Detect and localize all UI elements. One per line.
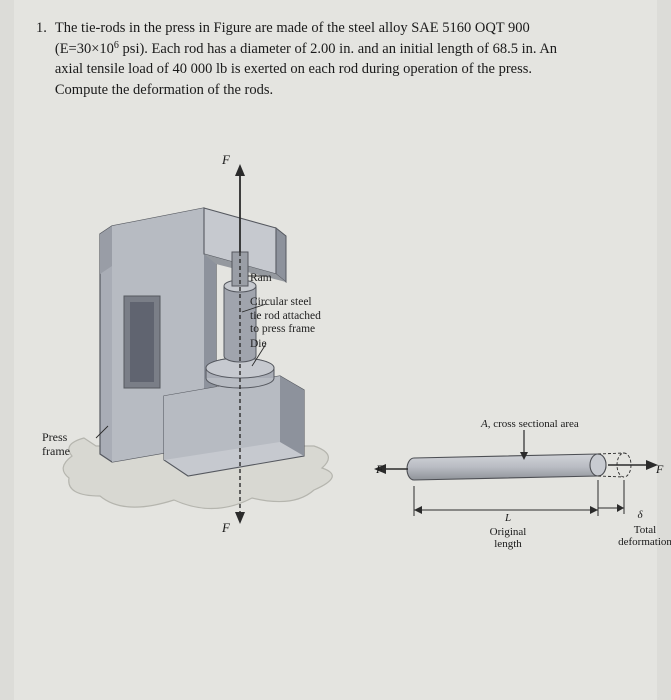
press-illustration xyxy=(54,156,354,556)
rod-force-right: F xyxy=(656,462,663,477)
callout-ram: Ram xyxy=(250,272,272,285)
line1: The tie-rods in the press in Figure are … xyxy=(55,20,530,36)
dim-total-1: Total xyxy=(634,524,656,536)
dim-L-symbol: L xyxy=(478,512,538,524)
figure-area: F F xyxy=(36,156,633,646)
line3: axial tensile load of 40 000 lb is exert… xyxy=(55,61,532,77)
line2a: (E=30×10 xyxy=(55,41,114,57)
problem-text: The tie-rods in the press in Figure are … xyxy=(55,18,633,100)
dim-orig-1: Original xyxy=(490,526,527,538)
press-frame-label-1: Press xyxy=(42,430,67,444)
callout-rod-3: to press frame xyxy=(250,323,315,335)
problem-statement: 1. The tie-rods in the press in Figure a… xyxy=(36,18,633,100)
callout-rod-2: tie rod attached xyxy=(250,310,321,322)
press-frame-label: Press frame xyxy=(42,431,70,457)
dim-total-2: deformation xyxy=(618,536,671,548)
problem-number: 1. xyxy=(36,18,47,100)
callout-die: Die xyxy=(250,338,267,351)
line4: Compute the deformation of the rods. xyxy=(55,82,273,98)
dim-delta-symbol: δ xyxy=(630,509,650,521)
line2b: psi). Each rod has a diameter of 2.00 in… xyxy=(119,41,557,57)
dim-orig-2: length xyxy=(494,538,522,550)
press-frame-label-2: frame xyxy=(42,444,70,458)
page: 1. The tie-rods in the press in Figure a… xyxy=(14,0,657,700)
callout-rod: Circular steel tie rod attached to press… xyxy=(250,296,321,336)
dim-total-deformation: Total deformation xyxy=(616,524,671,548)
line2exp: 6 xyxy=(114,40,119,51)
callout-rod-1: Circular steel xyxy=(250,296,312,308)
dim-original-length: Original length xyxy=(476,526,540,550)
rod-force-left: F xyxy=(376,462,383,477)
